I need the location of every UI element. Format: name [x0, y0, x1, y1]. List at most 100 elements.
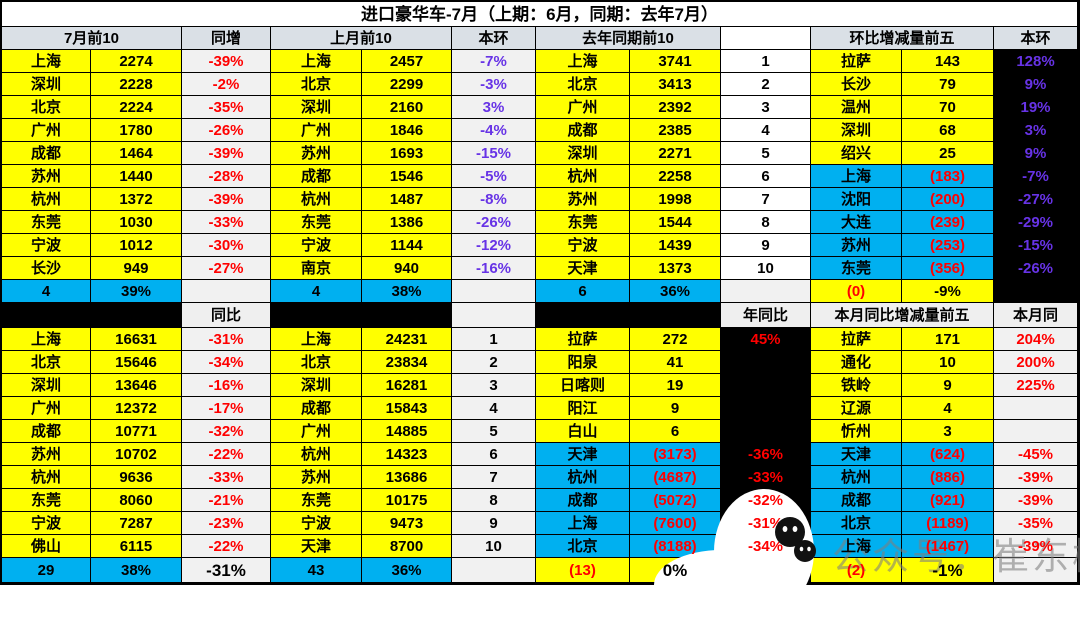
value-cell: (1467): [902, 535, 994, 558]
pct-cell: -15%: [994, 234, 1078, 257]
value-cell: 1846: [362, 119, 452, 142]
rank-cell: 9: [452, 512, 536, 535]
table-title: 进口豪华车-7月（上期：6月，同期：去年7月）: [2, 2, 1078, 27]
value-cell: 14323: [362, 443, 452, 466]
city-cell: 辽源: [811, 397, 902, 420]
rank-cell: 4: [721, 119, 811, 142]
city-cell: 北京: [536, 73, 630, 96]
value-cell: 1372: [91, 188, 182, 211]
value-cell: 19: [630, 374, 721, 397]
header-cell: 同比: [182, 303, 271, 328]
pct-cell: -39%: [994, 489, 1078, 512]
summary-cell: 36%: [630, 280, 721, 303]
city-cell: 北京: [271, 351, 362, 374]
city-cell: 北京: [2, 351, 91, 374]
value-cell: 10771: [91, 420, 182, 443]
value-cell: 10702: [91, 443, 182, 466]
pct-cell: 9%: [994, 73, 1078, 96]
pct-cell: -3%: [452, 73, 536, 96]
summary-cell: -1%: [902, 558, 994, 583]
pct-cell: -16%: [182, 374, 271, 397]
value-cell: 9: [630, 397, 721, 420]
value-cell: 1373: [630, 257, 721, 280]
pct-cell: 45%: [721, 328, 811, 351]
pct-cell: 128%: [994, 50, 1078, 73]
city-cell: 北京: [2, 96, 91, 119]
city-cell: 成都: [2, 142, 91, 165]
summary-cell: 36%: [362, 558, 452, 583]
city-cell: 苏州: [271, 142, 362, 165]
city-cell: 大连: [811, 211, 902, 234]
summary-cell: 4: [271, 280, 362, 303]
value-cell: 1487: [362, 188, 452, 211]
rank-cell: 6: [721, 165, 811, 188]
value-cell: (886): [902, 466, 994, 489]
value-cell: 10: [902, 351, 994, 374]
value-cell: 9: [902, 374, 994, 397]
city-cell: 阳江: [536, 397, 630, 420]
summary-cell: 39%: [91, 280, 182, 303]
pct-cell: -21%: [182, 489, 271, 512]
header-cell: 环比增减量前五: [811, 27, 994, 50]
rank-cell: 2: [721, 73, 811, 96]
value-cell: 1144: [362, 234, 452, 257]
header-cell: 同增: [182, 27, 271, 50]
pct-cell: [721, 374, 811, 397]
summary-cell: 38%: [91, 558, 182, 583]
summary-cell: (13): [536, 558, 630, 583]
pct-cell: -26%: [182, 119, 271, 142]
value-cell: 2160: [362, 96, 452, 119]
city-cell: 杭州: [536, 466, 630, 489]
city-cell: 宁波: [271, 234, 362, 257]
city-cell: 天津: [811, 443, 902, 466]
pct-cell: -45%: [994, 443, 1078, 466]
city-cell: 广州: [536, 96, 630, 119]
summary-cell: [452, 280, 536, 303]
value-cell: (1189): [902, 512, 994, 535]
value-cell: (921): [902, 489, 994, 512]
summary-cell: 38%: [362, 280, 452, 303]
city-cell: 东莞: [536, 211, 630, 234]
city-cell: 广州: [2, 119, 91, 142]
pct-cell: -15%: [452, 142, 536, 165]
city-cell: 天津: [536, 443, 630, 466]
value-cell: (3173): [630, 443, 721, 466]
pct-cell: -5%: [452, 165, 536, 188]
value-cell: 70: [902, 96, 994, 119]
city-cell: 深圳: [271, 96, 362, 119]
pct-cell: -16%: [452, 257, 536, 280]
value-cell: 2457: [362, 50, 452, 73]
summary-cell: -31%: [182, 558, 271, 583]
city-cell: 白山: [536, 420, 630, 443]
pct-cell: -17%: [182, 397, 271, 420]
city-cell: 广州: [271, 119, 362, 142]
value-cell: 7287: [91, 512, 182, 535]
value-cell: 1440: [91, 165, 182, 188]
city-cell: 通化: [811, 351, 902, 374]
city-cell: 宁波: [536, 234, 630, 257]
pct-cell: -36%: [721, 443, 811, 466]
city-cell: 沈阳: [811, 188, 902, 211]
city-cell: 苏州: [2, 165, 91, 188]
city-cell: 忻州: [811, 420, 902, 443]
city-cell: 拉萨: [811, 328, 902, 351]
city-cell: 成都: [2, 420, 91, 443]
pct-cell: -22%: [182, 535, 271, 558]
rank-cell: 3: [721, 96, 811, 119]
rank-cell: 1: [452, 328, 536, 351]
city-cell: 南京: [271, 257, 362, 280]
pct-cell: -39%: [994, 535, 1078, 558]
pct-cell: -33%: [182, 211, 271, 234]
city-cell: 上海: [811, 165, 902, 188]
value-cell: (253): [902, 234, 994, 257]
city-cell: 苏州: [2, 443, 91, 466]
value-cell: 16281: [362, 374, 452, 397]
rank-cell: 1: [721, 50, 811, 73]
pct-cell: -33%: [721, 466, 811, 489]
header-cell: [271, 303, 452, 328]
city-cell: 日喀则: [536, 374, 630, 397]
city-cell: 东莞: [811, 257, 902, 280]
header-cell: 本环: [994, 27, 1078, 50]
city-cell: 杭州: [271, 188, 362, 211]
city-cell: 杭州: [536, 165, 630, 188]
